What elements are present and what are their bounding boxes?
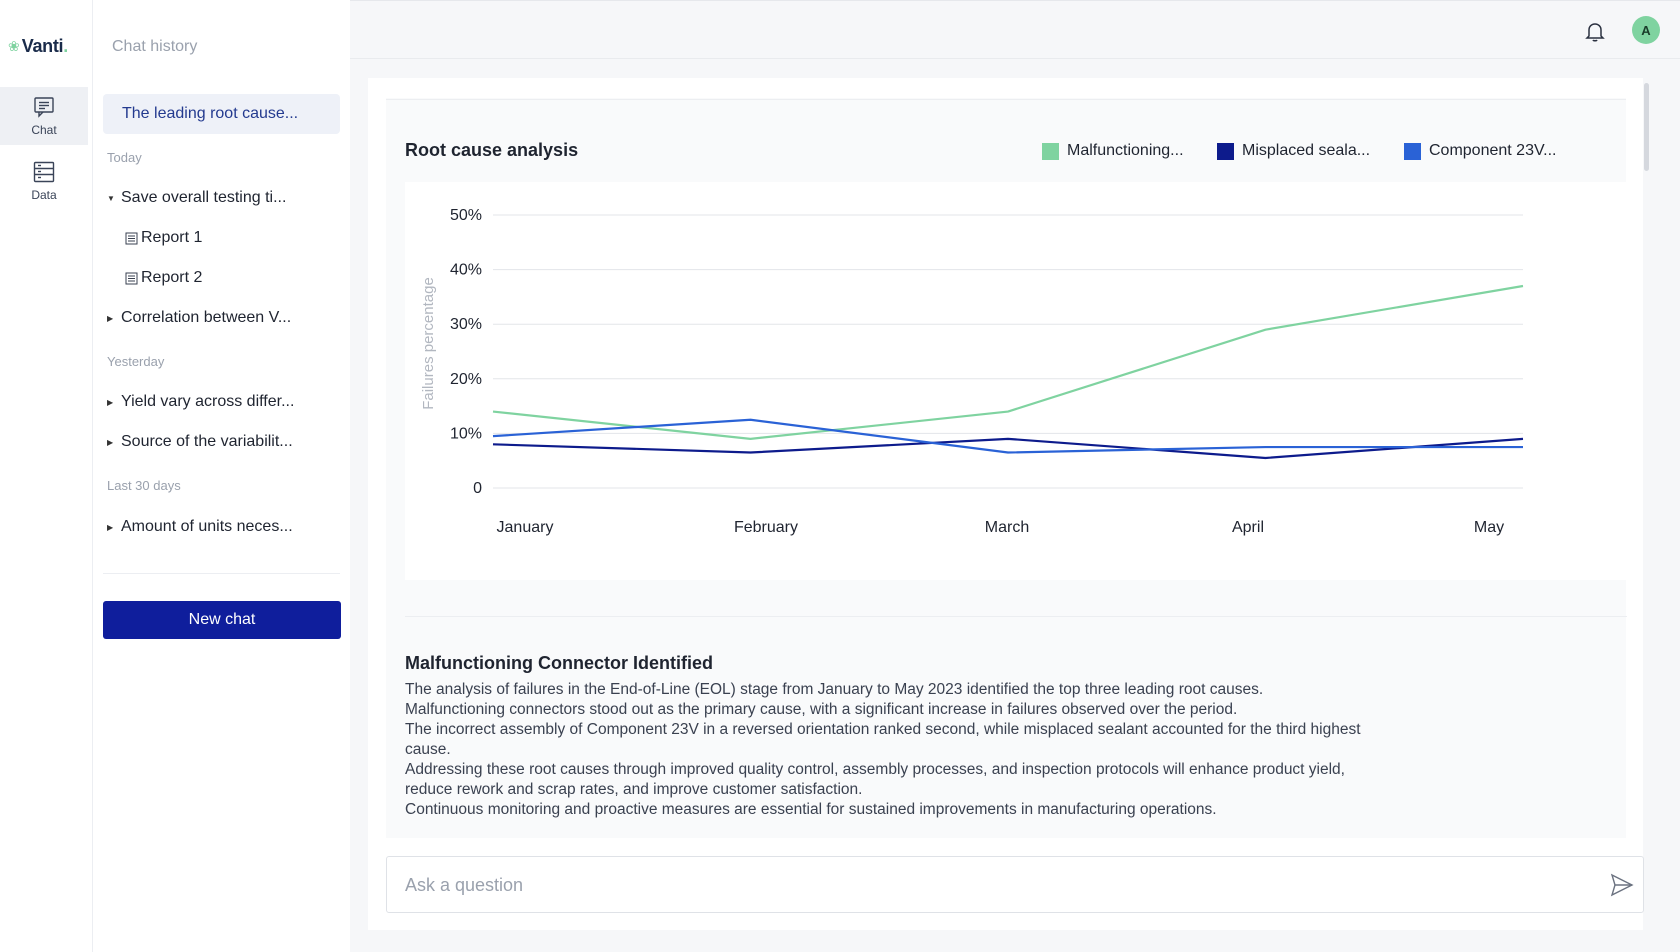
history-item[interactable]: ▶ Correlation between V... bbox=[107, 309, 292, 326]
caret-right-icon: ▶ bbox=[107, 522, 114, 532]
line-chart: 0 10% 20% 30% 40% 50% Failures percentage Janua… bbox=[405, 182, 1627, 580]
series-line bbox=[492, 418, 1523, 454]
legend-item[interactable]: Malfunctioning... bbox=[1042, 142, 1184, 160]
rail-item-label: Data bbox=[31, 188, 57, 202]
rail-item-chat[interactable]: Chat bbox=[0, 87, 88, 145]
divider bbox=[386, 99, 1626, 100]
caret-right-icon: ▶ bbox=[107, 437, 114, 447]
series-line bbox=[492, 437, 1524, 460]
y-tick-label: 30% bbox=[450, 316, 482, 333]
document-icon bbox=[125, 232, 138, 244]
y-tick-label: 20% bbox=[450, 371, 482, 388]
history-item-active[interactable]: The leading root cause... bbox=[103, 94, 340, 134]
document-icon bbox=[125, 272, 138, 284]
icon-rail: ❀ Vanti. Chat Data bbox=[0, 0, 93, 952]
app-logo[interactable]: ❀ Vanti. bbox=[8, 36, 68, 57]
history-item[interactable]: ▶ Yield vary across differ... bbox=[107, 393, 295, 410]
x-tick-label: April bbox=[1232, 519, 1264, 536]
summary-line: Continuous monitoring and proactive meas… bbox=[405, 801, 1217, 818]
legend-swatch bbox=[1404, 142, 1421, 160]
divider bbox=[405, 616, 1627, 617]
history-item[interactable]: ▶ Source of the variabilit... bbox=[107, 433, 293, 450]
y-tick-label: 10% bbox=[450, 425, 482, 442]
new-chat-button[interactable]: New chat bbox=[103, 601, 341, 639]
question-input[interactable] bbox=[405, 873, 1555, 897]
history-subitem-report[interactable]: Report 2 bbox=[125, 269, 202, 287]
y-tick-label: 0 bbox=[473, 480, 482, 497]
legend-swatch bbox=[1217, 142, 1234, 160]
send-icon[interactable] bbox=[1609, 872, 1635, 898]
divider bbox=[103, 573, 340, 574]
x-tick-label: March bbox=[985, 519, 1029, 536]
scrollbar[interactable] bbox=[1644, 83, 1649, 171]
history-subitem-report[interactable]: Report 1 bbox=[125, 229, 202, 247]
logo-text: Vanti. bbox=[21, 36, 69, 56]
chat-history-panel: Chat history The leading root cause... T… bbox=[93, 0, 350, 952]
rail-item-data[interactable]: Data bbox=[0, 152, 88, 210]
main-area: A Root cause analysis Malfunctioning... … bbox=[350, 0, 1680, 952]
history-item[interactable]: ▶ Amount of units neces... bbox=[107, 518, 293, 535]
legend-item[interactable]: Misplaced seala... bbox=[1217, 142, 1370, 160]
avatar[interactable]: A bbox=[1632, 16, 1660, 44]
data-icon bbox=[33, 161, 55, 183]
history-item[interactable]: ▼ Save overall testing ti... bbox=[107, 189, 287, 206]
y-tick-label: 50% bbox=[450, 207, 482, 224]
chat-icon bbox=[34, 97, 54, 118]
x-tick-label: May bbox=[1474, 519, 1504, 536]
summary-text: The analysis of failures in the End-of-L… bbox=[405, 680, 1385, 820]
legend-item[interactable]: Component 23V... bbox=[1404, 142, 1557, 160]
series-line bbox=[492, 284, 1524, 440]
bell-icon[interactable] bbox=[1583, 19, 1607, 43]
y-axis-label: Failures percentage bbox=[420, 277, 437, 410]
caret-down-icon: ▼ bbox=[107, 193, 115, 203]
leaf-icon: ❀ bbox=[8, 38, 20, 54]
summary-line: Malfunctioning connectors stood out as t… bbox=[405, 701, 1238, 718]
section-yesterday: Yesterday bbox=[107, 354, 165, 369]
summary-title: Malfunctioning Connector Identified bbox=[405, 653, 713, 673]
summary-line: Addressing these root causes through imp… bbox=[405, 761, 1345, 798]
y-tick-label: 40% bbox=[450, 262, 482, 279]
top-bar: A bbox=[350, 1, 1680, 59]
chart-canvas: 0 10% 20% 30% 40% 50% Failures percentage Janua… bbox=[420, 207, 1524, 536]
x-tick-label: February bbox=[734, 519, 798, 536]
x-tick-label: January bbox=[497, 519, 554, 536]
section-last-30-days: Last 30 days bbox=[107, 478, 181, 493]
summary-line: The incorrect assembly of Component 23V … bbox=[405, 721, 1361, 758]
question-box bbox=[386, 856, 1644, 913]
summary-line: The analysis of failures in the End-of-L… bbox=[405, 681, 1264, 698]
chat-history-title: Chat history bbox=[112, 38, 198, 55]
caret-right-icon: ▶ bbox=[107, 397, 114, 407]
rail-item-label: Chat bbox=[31, 123, 57, 137]
chat-card: Root cause analysis Malfunctioning... Mi… bbox=[368, 78, 1644, 930]
legend-swatch bbox=[1042, 142, 1059, 160]
section-today: Today bbox=[107, 150, 142, 165]
chart-title: Root cause analysis bbox=[405, 140, 579, 160]
caret-right-icon: ▶ bbox=[107, 313, 114, 323]
